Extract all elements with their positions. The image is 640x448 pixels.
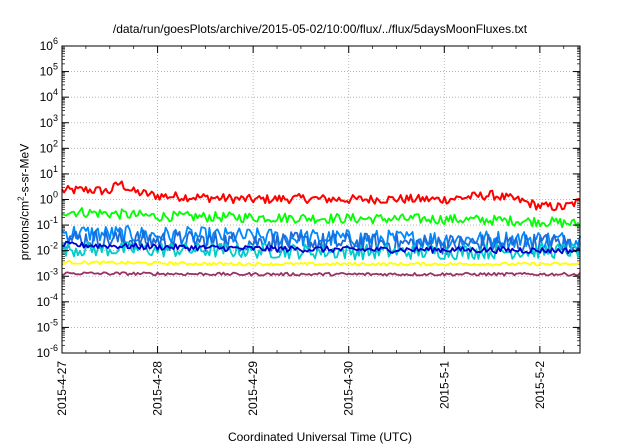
series-group [61, 180, 581, 277]
x-tick-label: 2015-4-28 [151, 361, 165, 416]
x-tick-label: 2015-4-27 [55, 361, 69, 416]
y-tick-label: 102 [40, 138, 58, 155]
y-tick-label: 10-5 [37, 317, 58, 334]
series-line-5 [61, 240, 581, 261]
y-tick-labels: 10-6 10-5 10-4 10-3 10-2 10-1 100 101 102 103 104 1… [37, 36, 58, 360]
y-tick-label: 10-1 [37, 215, 58, 232]
y-tick-label: 103 [40, 113, 58, 130]
x-tick-label: 2015-4-29 [246, 361, 260, 416]
y-tick-label: 10-6 [37, 343, 58, 360]
x-tick-label: 2015-4-30 [342, 361, 356, 416]
chart-title: /data/run/goesPlots/archive/2015-05-02/1… [112, 22, 528, 36]
x-tick-labels: 2015-4-27 2015-4-28 2015-4-29 2015-4-30 2015… [55, 361, 547, 416]
y-tick-label: 106 [40, 36, 58, 53]
y-tick-label: 10-2 [37, 241, 58, 258]
y-tick-label: 101 [40, 164, 58, 181]
series-line-7 [61, 260, 581, 267]
series-line-8 [61, 271, 581, 277]
x-tick-label: 2015-5-2 [533, 361, 547, 409]
x-axis-label: Coordinated Universal Time (UTC) [227, 430, 413, 444]
series-line-6 [61, 240, 581, 255]
y-tick-label: 10-3 [37, 266, 58, 283]
x-tick-label: 2015-5-1 [437, 361, 451, 409]
y-tick-label: 100 [40, 190, 58, 207]
y-tick-label: 105 [40, 62, 58, 79]
y-tick-label: 10-4 [37, 292, 58, 309]
y-tick-label: 104 [40, 87, 58, 104]
axis-ticks [61, 45, 580, 354]
series-line-2 [61, 207, 581, 229]
series-line-1 [61, 180, 581, 212]
